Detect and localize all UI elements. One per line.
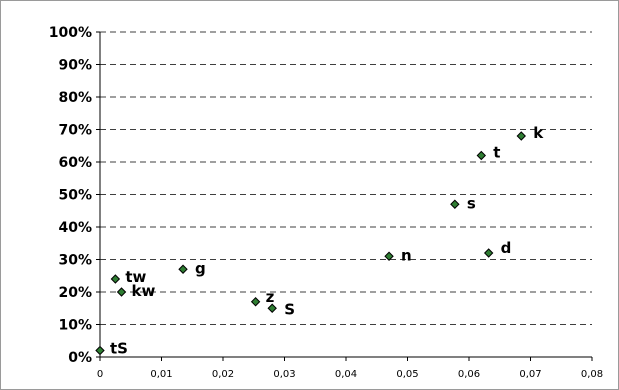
data-point-tw [110,274,121,284]
y-tick-label: 80% [58,90,92,106]
data-point-kw [116,287,127,297]
data-point-n [384,251,394,261]
point-label-t: t [493,144,500,162]
point-label-s: s [467,194,476,212]
data-point-tS [95,345,105,356]
y-tick-label: 50% [58,188,92,204]
y-axis-ticks: 0% 10% 20% 30% 40% 50% 60% 70% 80% 90% 100% [49,25,100,366]
y-tick-label: 90% [58,58,92,74]
x-tick-label: 0,07 [519,369,541,380]
data-point-k [516,131,526,141]
point-label-S: S [284,300,295,318]
x-tick-label: 0 [97,369,103,380]
point-label-kw: kw [132,282,156,300]
x-tick-label: 0,03 [273,369,295,380]
y-tick-label: 60% [58,155,92,171]
y-tick-label: 100% [49,25,92,41]
y-tick-label: 10% [58,318,92,334]
data-point-S [267,303,277,313]
y-tick-label: 40% [58,220,92,236]
y-tick-label: 0% [68,350,92,366]
y-tick-label: 20% [58,285,92,301]
data-point-z [250,297,261,307]
x-tick-label: 0,06 [458,369,480,380]
x-tick-label: 0,08 [581,369,603,380]
point-label-g: g [195,259,206,277]
x-tick-label: 0,04 [335,369,357,380]
point-label-tS: tS [110,340,128,358]
gridlines [100,31,592,325]
point-label-n: n [401,246,412,264]
x-axis-ticks: 0 0,01 0,02 0,03 0,04 0,05 0,06 0,07 0,08 [97,357,603,380]
point-label-tw: tw [125,268,146,286]
data-point-g [178,264,188,274]
data-point-s [450,199,460,209]
data-point-t [476,150,487,161]
point-label-k: k [533,124,544,142]
x-tick-label: 0,02 [212,369,234,380]
point-label-z: z [266,288,275,306]
x-tick-label: 0,01 [150,369,172,380]
data-points [95,131,526,356]
point-label-d: d [501,239,512,257]
data-point-d [483,248,494,258]
y-tick-label: 30% [58,253,92,269]
y-tick-label: 70% [58,123,92,139]
x-tick-label: 0,05 [396,369,418,380]
